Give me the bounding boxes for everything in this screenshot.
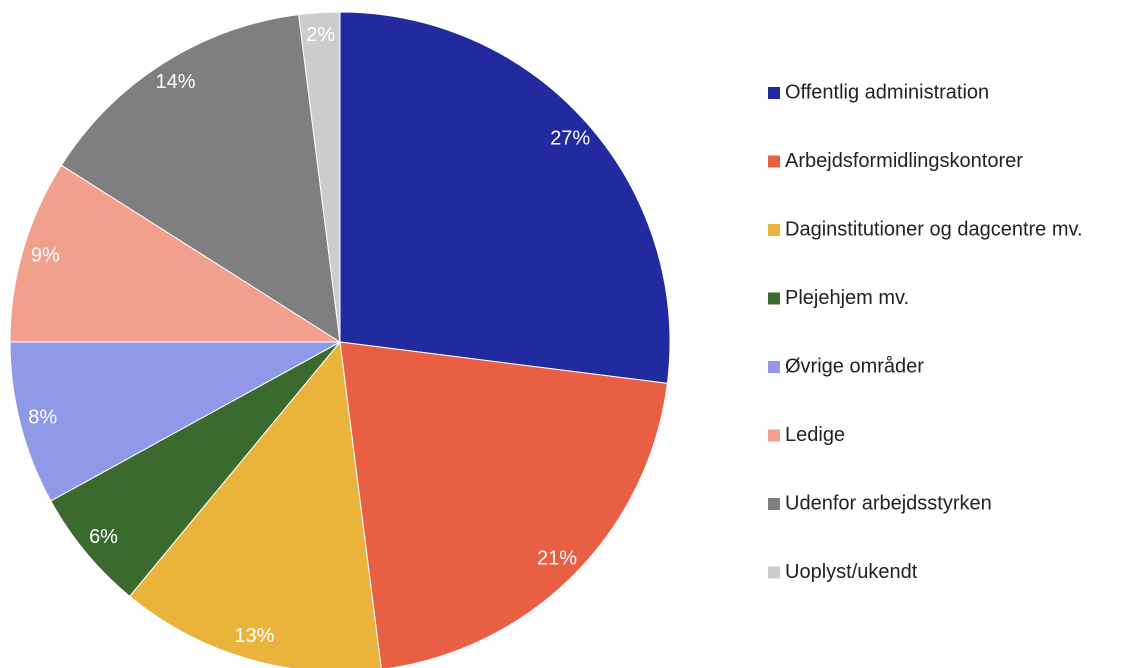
slice-label: 13%: [234, 625, 274, 647]
slice-label: 8%: [28, 407, 57, 429]
legend-label: Ledige: [785, 424, 845, 446]
pie-slice: [339, 341, 668, 668]
slice-label: 6%: [89, 526, 118, 548]
pie-slice: [9, 164, 342, 343]
slice-label: 21%: [537, 547, 577, 569]
legend-label: Offentlig administration: [785, 81, 989, 103]
legend-swatch: [768, 292, 780, 305]
legend-label: Uoplyst/ukendt: [785, 561, 918, 583]
legend-label: Daginstitutioner og dagcentre mv.: [785, 218, 1083, 240]
legend-label: Øvrige områder: [785, 355, 924, 377]
legend-swatch: [768, 361, 780, 373]
legend-swatch: [768, 224, 780, 236]
legend-label: Udenfor arbejdsstyrken: [785, 492, 992, 514]
pie-slice: [60, 14, 341, 343]
pie-slice: [9, 341, 341, 502]
legend-swatch: [768, 429, 780, 442]
slice-label: 9%: [31, 245, 60, 267]
legend-swatch: [768, 87, 780, 99]
slice-label: 27%: [550, 127, 590, 149]
slice-label: 14%: [156, 71, 196, 93]
legend-swatch: [768, 498, 780, 510]
pie-slice: [298, 11, 341, 343]
pie-slice: [339, 11, 671, 384]
pie-slice: [128, 340, 382, 668]
legend-label: Plejehjem mv.: [785, 287, 909, 309]
legend-swatch: [768, 155, 780, 168]
slice-label: 2%: [306, 24, 335, 46]
pie-slice: [50, 341, 341, 597]
legend-label: Arbejdsformidlingskontorer: [785, 150, 1023, 172]
legend-swatch: [768, 566, 780, 579]
